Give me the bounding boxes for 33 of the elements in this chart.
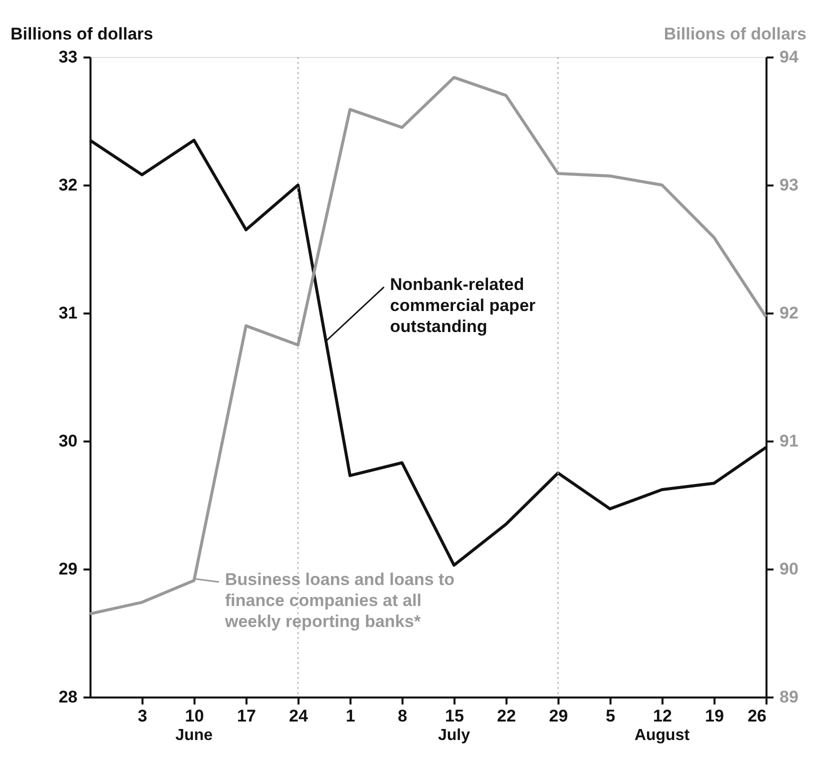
y-tick-label: 28 (58, 688, 78, 706)
x-tick-label: 8 (398, 706, 408, 726)
x-tick-label: 22 (497, 706, 516, 726)
text: July (438, 727, 470, 744)
y2-tick-label: 92 (780, 304, 798, 322)
x-tick-label: 17 (237, 706, 256, 726)
text: August (634, 727, 690, 744)
x-tick-label: 5 (606, 706, 616, 726)
x-tick-label: 29 (549, 706, 568, 726)
x-tick-label: 1 (346, 706, 356, 726)
legend-label: Business loans and loans to finance companies at all weekly reporting banks* (224, 570, 455, 631)
y2-tick-label: 91 (780, 432, 798, 450)
y-tick-label: 29 (58, 560, 78, 578)
x-tick-label: 19 (705, 706, 724, 726)
y-tick-label: 30 (58, 432, 78, 450)
x-tick-label: 3 (138, 706, 148, 726)
text: June (175, 727, 213, 744)
x-tick-label: 15 (445, 706, 464, 726)
y2-tick-label: 89 (780, 688, 798, 706)
y-tick-label: 31 (58, 304, 78, 322)
y2-tick-label: 94 (780, 48, 799, 66)
x-tick-label: 10 (185, 706, 204, 726)
y-axis-title: Billions of dollars (10, 24, 154, 44)
line-series (88, 76, 768, 616)
y2-tick-label: 90 (780, 560, 798, 578)
x-tick-label: 26 (748, 706, 766, 726)
y2-axis-title: Billions of dollars (664, 24, 806, 44)
y2-tick-label: 93 (780, 176, 798, 194)
y-tick-label: 33 (58, 48, 78, 66)
text: Nonbank-related commercial paper outstanding (390, 275, 536, 336)
y-tick-label: 32 (58, 176, 78, 194)
x-tick-label: 12 (653, 706, 672, 726)
x-tick-label: 24 (289, 706, 308, 726)
